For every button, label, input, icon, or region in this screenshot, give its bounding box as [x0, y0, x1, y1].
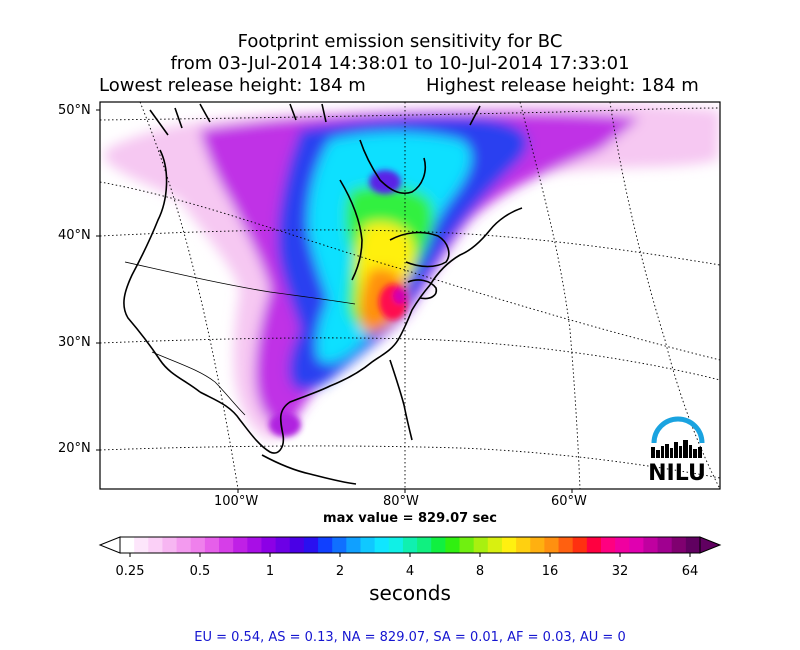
- plot-title: Footprint emission sensitivity for BC: [237, 31, 563, 52]
- coastlines: [123, 103, 523, 485]
- colorbar-segment: [615, 537, 630, 553]
- colorbar-segment: [558, 537, 574, 553]
- colorbar-max-extend: [699, 536, 722, 554]
- colorbar-segment: [431, 537, 446, 553]
- colorbar-segment: [148, 537, 164, 553]
- colorbar-segment: [360, 537, 376, 553]
- colorbar-segment: [572, 537, 588, 553]
- colorbar-segment: [657, 537, 673, 553]
- colorbar-segment: [233, 537, 248, 553]
- colorbar-segment: [134, 537, 149, 553]
- colorbar-tick-label: 4: [405, 564, 415, 579]
- colorbar-segment: [643, 537, 659, 553]
- plot-date-range: from 03-Jul-2014 14:38:01 to 10-Jul-2014…: [170, 53, 630, 74]
- colorbar-tick-label: 0.5: [189, 564, 211, 579]
- lon-label-80w: 80°W: [383, 494, 419, 509]
- colorbar-segment: [289, 537, 305, 553]
- colorbar-segment: [487, 537, 503, 553]
- map-frame: [99, 101, 721, 490]
- colorbar-segment: [516, 537, 531, 553]
- country-borders: [124, 261, 356, 416]
- colorbar-min-extend: [98, 536, 121, 554]
- region-stats: EU = 0.54, AS = 0.13, NA = 829.07, SA = …: [194, 630, 626, 645]
- colorbar-segment: [318, 537, 333, 553]
- colorbar-segment: [275, 537, 291, 553]
- plume-core-magenta: [393, 288, 407, 304]
- plume-tail: [269, 413, 301, 437]
- colorbar-segment: [120, 537, 135, 553]
- colorbar-segment: [402, 537, 418, 553]
- colorbar-tick-label: 16: [541, 564, 559, 579]
- colorbar-tick-label: 32: [611, 564, 629, 579]
- lat-label-50n: 50°N: [58, 103, 91, 118]
- colorbar-label: seconds: [369, 581, 451, 605]
- colorbar-segment: [261, 537, 277, 553]
- colorbar-segment: [459, 537, 475, 553]
- colorbar-segment: [303, 537, 319, 553]
- colorbar-segment: [417, 537, 432, 553]
- colorbar-tick-label: 2: [335, 564, 345, 579]
- colorbar-segment: [629, 537, 645, 553]
- lat-label-30n: 30°N: [58, 335, 91, 350]
- colorbar-segment: [176, 537, 192, 553]
- colorbar-segment: [162, 537, 178, 553]
- colorbar-segment: [530, 537, 545, 553]
- lowest-release-height: Lowest release height: 184 m: [99, 75, 366, 96]
- colorbar-segments: [120, 537, 701, 553]
- colorbar-segment: [586, 537, 602, 553]
- colorbar-segment: [473, 537, 489, 553]
- colorbar-segment: [204, 537, 220, 553]
- colorbar-segment: [374, 537, 390, 553]
- colorbar-segment: [600, 537, 616, 553]
- lon-label-100w: 100°W: [214, 494, 259, 509]
- colorbar-segment: [190, 537, 206, 553]
- colorbar-tick-label: 8: [475, 564, 485, 579]
- nilu-logo-text: NILU: [648, 461, 706, 486]
- colorbar-tick-label: 64: [681, 564, 699, 579]
- colorbar-tick-label: 1: [265, 564, 275, 579]
- colorbar-segment: [247, 537, 263, 553]
- lon-label-60w: 60°W: [551, 494, 587, 509]
- colorbar-segment: [445, 537, 461, 553]
- axis-ticks: [96, 109, 573, 493]
- max-value-text: max value = 829.07 sec: [323, 511, 497, 526]
- colorbar-segment: [685, 537, 701, 553]
- colorbar-segment: [671, 537, 687, 553]
- graticule: [100, 102, 720, 489]
- colorbar-segment: [332, 537, 347, 553]
- colorbar-segment: [544, 537, 560, 553]
- colorbar-segment: [388, 537, 404, 553]
- lat-label-20n: 20°N: [58, 441, 91, 456]
- nilu-logo: NILU: [648, 416, 706, 486]
- colorbar-segment: [501, 537, 517, 553]
- lat-label-40n: 40°N: [58, 228, 91, 243]
- highest-release-height: Highest release height: 184 m: [426, 75, 699, 96]
- colorbar-tick-marks: [129, 553, 691, 557]
- colorbar-segment: [219, 537, 234, 553]
- colorbar-tick-label: 0.25: [115, 564, 145, 579]
- sensitivity-plume: [105, 103, 720, 441]
- colorbar-segment: [346, 537, 362, 553]
